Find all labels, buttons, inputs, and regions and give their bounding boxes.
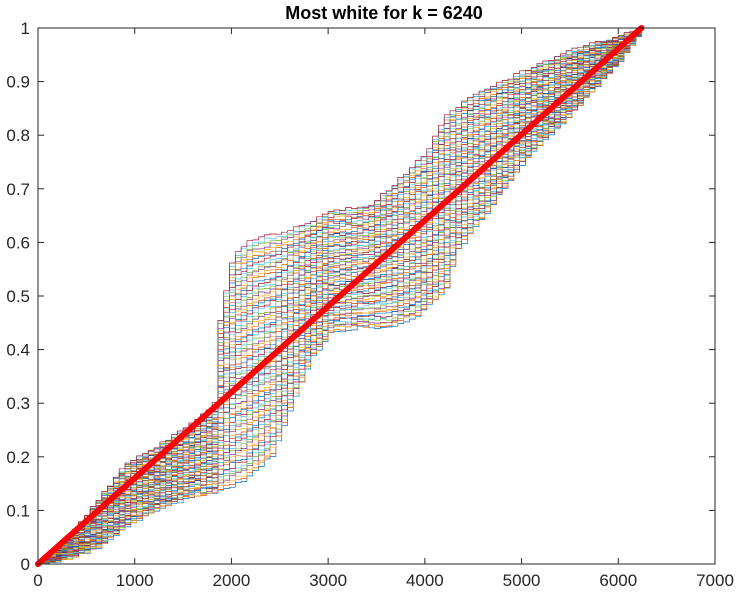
- series-line: [38, 28, 642, 565]
- x-tick-label: 2000: [213, 571, 251, 590]
- reference-line: [35, 25, 645, 567]
- y-tick-label: 0.2: [6, 448, 30, 467]
- series-line: [38, 28, 642, 564]
- y-tick-label: 0.1: [6, 501, 30, 520]
- series-line: [38, 28, 642, 563]
- x-tick-label: 0: [33, 571, 42, 590]
- x-tick-label: 7000: [696, 571, 734, 590]
- y-tick-label: 0.4: [6, 341, 30, 360]
- reference-layer: [35, 25, 645, 567]
- series-line: [38, 28, 642, 565]
- series-line: [38, 28, 642, 565]
- y-tick-label: 0.5: [6, 287, 30, 306]
- x-tick-label: 1000: [116, 571, 154, 590]
- y-tick-label: 0.8: [6, 126, 30, 145]
- y-tick-label: 0.9: [6, 73, 30, 92]
- x-tick-label: 3000: [309, 571, 347, 590]
- chart-title: Most white for k = 6240: [285, 3, 483, 23]
- y-tick-label: 0.6: [6, 233, 30, 252]
- y-tick-label: 1: [21, 19, 30, 38]
- series-line: [38, 29, 642, 565]
- x-tick-label: 5000: [503, 571, 541, 590]
- series-line: [38, 28, 642, 564]
- series-layer: [38, 28, 642, 565]
- series-line: [38, 28, 642, 564]
- y-tick-label: 0: [21, 555, 30, 574]
- series-line: [38, 29, 642, 565]
- x-tick-label: 4000: [406, 571, 444, 590]
- series-line: [38, 28, 642, 564]
- x-axis: 0 1000 2000 3000 4000 5000 6000 7000: [33, 28, 734, 590]
- y-tick-label: 0.7: [6, 180, 30, 199]
- x-tick-label: 6000: [599, 571, 637, 590]
- y-tick-label: 0.3: [6, 394, 30, 413]
- y-axis: 0 0.1 0.2 0.3 0.4 0.5 0.6 0.7 0.8 0.9 1: [6, 19, 715, 574]
- plot-area: [35, 25, 716, 567]
- series-line: [38, 28, 642, 565]
